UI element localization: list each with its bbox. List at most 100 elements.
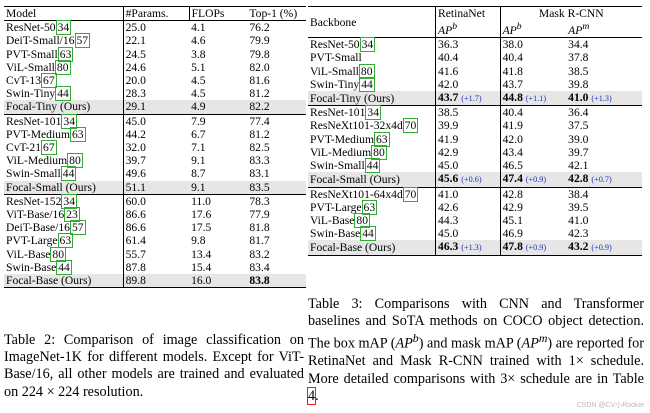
maskrcnn-apb: 38.0 <box>500 38 566 52</box>
table-row: ResNet-101 34 45.0 7.9 77.4 <box>4 113 306 129</box>
citation-link[interactable]: 34 <box>61 193 77 209</box>
backbone-name: Focal-Tiny (Ours) <box>308 91 436 106</box>
table-row: ViL-Medium 80 39.7 9.1 83.3 <box>4 153 306 169</box>
retinanet-apb-number: 39.9 <box>438 119 459 133</box>
params-value: 49.6 <box>122 167 190 181</box>
citation-link[interactable]: 80 <box>358 63 375 79</box>
table-4-link[interactable]: 4 <box>306 386 317 405</box>
citation-link[interactable]: 44 <box>55 86 71 102</box>
maskrcnn-apm: 39.7 <box>566 146 642 159</box>
maskrcnn-apm: 42.1 <box>566 159 642 172</box>
maskrcnn-apb: 45.1 <box>500 214 566 227</box>
table-row: ResNet-101 34 38.5 40.4 36.4 <box>308 105 642 121</box>
model-name: Swin-Small 44 <box>4 166 123 182</box>
citation-link[interactable]: 44 <box>56 259 72 275</box>
top1-value: 83.1 <box>249 167 270 181</box>
top1-value: 79.9 <box>249 34 270 48</box>
backbone-name-text: ResNeXt101-32x4d <box>310 119 403 133</box>
params-value: 51.1 <box>122 180 190 195</box>
backbone-name: PVT-Small <box>308 51 436 64</box>
top1-value: 81.7 <box>249 234 270 248</box>
retinanet-apb: 43.7 (+1.7) <box>435 91 501 106</box>
flops-value: 7.1 <box>191 141 206 155</box>
citation-link[interactable]: 63 <box>70 126 86 142</box>
table-row: Focal-Base (Ours) 89.8 16.0 83.8 <box>4 274 306 288</box>
backbone-name-text: Swin-Tiny <box>310 77 360 91</box>
maskrcnn-apb: 42.0 <box>500 133 566 146</box>
citation-link[interactable]: 63 <box>361 199 378 215</box>
maskrcnn-apm: 41.0 <box>566 214 642 227</box>
maskrcnn-apm-number: 36.4 <box>568 106 589 120</box>
retinanet-apb: 41.6 <box>435 64 501 78</box>
maskrcnn-apb-number: 41.9 <box>502 119 523 133</box>
retinanet-apb-number: 36.3 <box>438 38 459 52</box>
citation-link[interactable]: 34 <box>55 20 72 36</box>
citation-link[interactable]: 80 <box>54 59 71 75</box>
citation-link[interactable]: 67 <box>41 140 57 156</box>
citation-link[interactable]: 57 <box>74 33 91 49</box>
maskrcnn-apb: 44.8 (+1.1) <box>500 91 567 106</box>
maskrcnn-apb-number: 45.1 <box>502 213 523 227</box>
maskrcnn-apb-number: 42.9 <box>502 200 523 214</box>
citation-link[interactable]: 34 <box>61 113 77 129</box>
citation-link[interactable]: 23 <box>64 207 80 223</box>
flops-value: 9.1 <box>189 180 248 195</box>
citation-link[interactable]: 44 <box>360 226 376 242</box>
model-name-text: CvT-13 <box>6 74 42 88</box>
citation-link[interactable]: 70 <box>402 118 419 134</box>
backbone-name-text: ResNet-50 <box>310 38 360 52</box>
model-name-text: Focal-Small (Ours) <box>6 180 96 194</box>
retinanet-apb: 42.6 <box>435 200 501 214</box>
citation-link[interactable]: 80 <box>67 153 83 169</box>
params-value: 20.0 <box>122 74 190 88</box>
citation-link[interactable]: 70 <box>402 186 419 202</box>
model-name-text: PVT-Large <box>6 234 58 248</box>
backbone-name: ViL-Base 80 <box>308 212 436 228</box>
citation-link[interactable]: 63 <box>374 131 390 147</box>
top1-value: 82.2 <box>247 100 306 115</box>
maskrcnn-apm: 43.2 (+0.9) <box>566 240 642 256</box>
table-row: CvT-21 67 32.0 7.1 82.5 <box>4 140 306 156</box>
citation-link[interactable]: 44 <box>364 158 381 174</box>
model-name-text: Focal-Tiny (Ours) <box>6 100 91 114</box>
params-value: 55.7 <box>122 247 190 261</box>
top1-value: 82.0 <box>249 60 270 74</box>
table-row: ResNet-50 34 25.0 4.1 76.2 <box>4 20 306 36</box>
col-maskrcnn: Mask R-CNN <box>538 7 604 20</box>
retinanet-apb-number: 42.6 <box>438 200 459 214</box>
backbone-name: ResNet-50 34 <box>308 37 436 53</box>
citation-link[interactable]: 63 <box>57 233 74 249</box>
maskrcnn-apb-number: 40.4 <box>502 51 523 65</box>
citation-link[interactable]: 80 <box>50 246 66 262</box>
model-name-text: ViL-Base <box>6 247 51 261</box>
backbone-name: ResNet-101 34 <box>308 105 436 121</box>
table-row: PVT-Large 63 61.4 9.8 81.7 <box>4 233 306 249</box>
model-name: ViL-Base 80 <box>4 246 123 262</box>
table-row: ResNeXt101-32x4d 70 39.9 41.9 37.5 <box>308 118 642 134</box>
col-retinanet: RetinaNet <box>435 6 501 21</box>
citation-link[interactable]: 57 <box>70 220 86 236</box>
table-row: PVT-Large 63 42.6 42.9 39.5 <box>308 199 642 215</box>
citation-link[interactable]: 80 <box>354 212 370 228</box>
flops-value: 4.9 <box>189 100 248 115</box>
model-name-text: Swin-Tiny <box>6 87 56 101</box>
citation-link[interactable]: 34 <box>365 105 381 121</box>
maskrcnn-apm-number: 34.4 <box>568 38 589 52</box>
citation-link[interactable]: 44 <box>359 76 375 92</box>
table-row: Focal-Small (Ours) 51.1 9.1 83.5 <box>4 180 306 195</box>
retinanet-apb-number: 46.3 <box>438 240 459 254</box>
citation-link[interactable]: 67 <box>41 73 57 89</box>
params-value: 86.6 <box>122 208 190 222</box>
backbone-name-text: ViL-Medium <box>310 145 372 159</box>
params-value: 28.3 <box>122 87 190 101</box>
retinanet-apb: 39.9 <box>435 119 501 133</box>
model-name-text: ViT-Base/16 <box>6 208 65 222</box>
citation-link[interactable]: 34 <box>359 37 376 53</box>
citation-link[interactable]: 63 <box>57 46 74 62</box>
flops-value: 9.1 <box>191 154 206 168</box>
citation-link[interactable]: 80 <box>371 144 387 160</box>
citation-link[interactable]: 44 <box>60 166 77 182</box>
retinanet-apb-number: 40.4 <box>438 51 459 65</box>
retinanet-apb-number: 45.6 <box>438 172 459 186</box>
maskrcnn-apm: 34.4 <box>566 38 642 52</box>
